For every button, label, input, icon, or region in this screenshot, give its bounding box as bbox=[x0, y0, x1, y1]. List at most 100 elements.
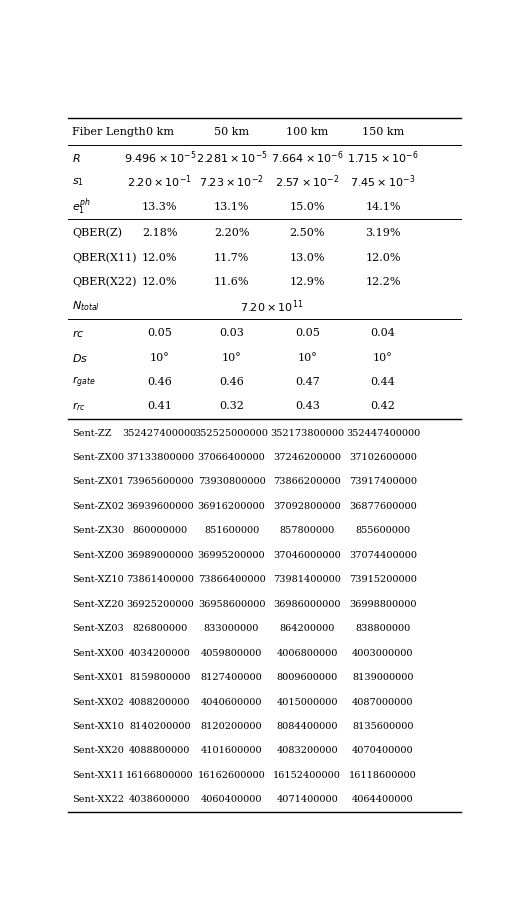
Text: $7.20 \times 10^{11}$: $7.20 \times 10^{11}$ bbox=[240, 298, 303, 314]
Text: 36939600000: 36939600000 bbox=[126, 502, 194, 511]
Text: 8159800000: 8159800000 bbox=[129, 673, 191, 682]
Text: 36989000000: 36989000000 bbox=[126, 551, 194, 560]
Text: QBER(Z): QBER(Z) bbox=[72, 228, 122, 239]
Text: 851600000: 851600000 bbox=[204, 526, 259, 536]
Text: 16162600000: 16162600000 bbox=[198, 771, 265, 780]
Text: $s_1$: $s_1$ bbox=[72, 176, 84, 188]
Text: 352427400000: 352427400000 bbox=[123, 429, 197, 438]
Text: Sent-XX10: Sent-XX10 bbox=[72, 722, 124, 731]
Text: 73866400000: 73866400000 bbox=[198, 575, 265, 584]
Text: 37246200000: 37246200000 bbox=[273, 453, 341, 462]
Text: $7.45 \times 10^{-3}$: $7.45 \times 10^{-3}$ bbox=[350, 174, 416, 190]
Text: 10°: 10° bbox=[222, 353, 242, 363]
Text: 4088800000: 4088800000 bbox=[129, 747, 191, 756]
Text: 4060400000: 4060400000 bbox=[201, 795, 262, 804]
Text: 100 km: 100 km bbox=[286, 127, 328, 137]
Text: $R$: $R$ bbox=[72, 152, 81, 164]
Text: Sent-ZZ: Sent-ZZ bbox=[72, 429, 112, 438]
Text: 352173800000: 352173800000 bbox=[270, 429, 344, 438]
Text: $1.715 \times 10^{-6}$: $1.715 \times 10^{-6}$ bbox=[347, 149, 419, 166]
Text: 352447400000: 352447400000 bbox=[346, 429, 420, 438]
Text: 36998800000: 36998800000 bbox=[349, 600, 417, 609]
Text: 8135600000: 8135600000 bbox=[352, 722, 414, 731]
Text: 36925200000: 36925200000 bbox=[126, 600, 194, 609]
Text: Sent-ZX30: Sent-ZX30 bbox=[72, 526, 124, 536]
Text: 4071400000: 4071400000 bbox=[277, 795, 338, 804]
Text: Sent-XX20: Sent-XX20 bbox=[72, 747, 124, 756]
Text: Sent-XZ10: Sent-XZ10 bbox=[72, 575, 124, 584]
Text: 73981400000: 73981400000 bbox=[273, 575, 341, 584]
Text: 4070400000: 4070400000 bbox=[352, 747, 414, 756]
Text: 4101600000: 4101600000 bbox=[201, 747, 262, 756]
Text: 16166800000: 16166800000 bbox=[126, 771, 194, 780]
Text: 50 km: 50 km bbox=[214, 127, 249, 137]
Text: $7.23 \times 10^{-2}$: $7.23 \times 10^{-2}$ bbox=[199, 174, 264, 190]
Text: $N_{total}$: $N_{total}$ bbox=[72, 300, 100, 314]
Text: 150 km: 150 km bbox=[362, 127, 404, 137]
Text: Sent-XZ00: Sent-XZ00 bbox=[72, 551, 124, 560]
Text: 4083200000: 4083200000 bbox=[277, 747, 338, 756]
Text: 12.0%: 12.0% bbox=[142, 277, 178, 287]
Text: $2.20 \times 10^{-1}$: $2.20 \times 10^{-1}$ bbox=[127, 174, 192, 190]
Text: $9.496 \times 10^{-5}$: $9.496 \times 10^{-5}$ bbox=[123, 149, 196, 166]
Text: 36877600000: 36877600000 bbox=[349, 502, 417, 511]
Text: 14.1%: 14.1% bbox=[365, 202, 401, 211]
Text: 0.42: 0.42 bbox=[371, 401, 395, 411]
Text: Sent-XX00: Sent-XX00 bbox=[72, 649, 124, 658]
Text: 37133800000: 37133800000 bbox=[126, 453, 194, 462]
Text: 864200000: 864200000 bbox=[280, 624, 335, 633]
Text: QBER(X22): QBER(X22) bbox=[72, 277, 137, 287]
Text: 3.19%: 3.19% bbox=[365, 228, 401, 239]
Text: 0.46: 0.46 bbox=[148, 377, 172, 387]
Text: 37066400000: 37066400000 bbox=[198, 453, 265, 462]
Text: 36986000000: 36986000000 bbox=[273, 600, 341, 609]
Text: 8140200000: 8140200000 bbox=[129, 722, 191, 731]
Text: Sent-ZX00: Sent-ZX00 bbox=[72, 453, 124, 462]
Text: 4003000000: 4003000000 bbox=[352, 649, 414, 658]
Text: 8084400000: 8084400000 bbox=[277, 722, 338, 731]
Text: 4059800000: 4059800000 bbox=[201, 649, 262, 658]
Text: 4088200000: 4088200000 bbox=[129, 697, 191, 707]
Text: $e_1^{ph}$: $e_1^{ph}$ bbox=[72, 197, 91, 217]
Text: 12.0%: 12.0% bbox=[142, 252, 178, 262]
Text: 73866200000: 73866200000 bbox=[273, 477, 341, 486]
Text: 2.18%: 2.18% bbox=[142, 228, 178, 239]
Text: 855600000: 855600000 bbox=[355, 526, 411, 536]
Text: $rc$: $rc$ bbox=[72, 327, 85, 338]
Text: 4087000000: 4087000000 bbox=[352, 697, 414, 707]
Text: $r_{gate}$: $r_{gate}$ bbox=[72, 375, 96, 389]
Text: 37092800000: 37092800000 bbox=[273, 502, 341, 511]
Text: 2.20%: 2.20% bbox=[214, 228, 249, 239]
Text: 73917400000: 73917400000 bbox=[349, 477, 417, 486]
Text: 8009600000: 8009600000 bbox=[277, 673, 338, 682]
Text: 4064400000: 4064400000 bbox=[352, 795, 414, 804]
Text: $7.664 \times 10^{-6}$: $7.664 \times 10^{-6}$ bbox=[271, 149, 343, 166]
Text: 4038600000: 4038600000 bbox=[129, 795, 191, 804]
Text: 352525000000: 352525000000 bbox=[195, 429, 268, 438]
Text: 12.9%: 12.9% bbox=[289, 277, 325, 287]
Text: Sent-XX01: Sent-XX01 bbox=[72, 673, 124, 682]
Text: 37102600000: 37102600000 bbox=[349, 453, 417, 462]
Text: 860000000: 860000000 bbox=[132, 526, 188, 536]
Text: 10°: 10° bbox=[150, 353, 170, 363]
Text: 0.44: 0.44 bbox=[371, 377, 395, 387]
Text: 0.32: 0.32 bbox=[219, 401, 244, 411]
Text: $2.57 \times 10^{-2}$: $2.57 \times 10^{-2}$ bbox=[275, 174, 340, 190]
Text: 857800000: 857800000 bbox=[280, 526, 335, 536]
Text: 13.0%: 13.0% bbox=[289, 252, 325, 262]
Text: Sent-XZ03: Sent-XZ03 bbox=[72, 624, 124, 633]
Text: 73861400000: 73861400000 bbox=[126, 575, 194, 584]
Text: 0.03: 0.03 bbox=[219, 328, 244, 338]
Text: 12.2%: 12.2% bbox=[365, 277, 401, 287]
Text: Sent-XX02: Sent-XX02 bbox=[72, 697, 124, 707]
Text: 0.46: 0.46 bbox=[219, 377, 244, 387]
Text: 0.43: 0.43 bbox=[295, 401, 320, 411]
Text: 0.05: 0.05 bbox=[295, 328, 320, 338]
Text: Sent-XX22: Sent-XX22 bbox=[72, 795, 124, 804]
Text: 36995200000: 36995200000 bbox=[198, 551, 265, 560]
Text: 4006800000: 4006800000 bbox=[277, 649, 338, 658]
Text: 0.05: 0.05 bbox=[148, 328, 172, 338]
Text: 4040600000: 4040600000 bbox=[201, 697, 262, 707]
Text: 13.1%: 13.1% bbox=[214, 202, 249, 211]
Text: 12.0%: 12.0% bbox=[365, 252, 401, 262]
